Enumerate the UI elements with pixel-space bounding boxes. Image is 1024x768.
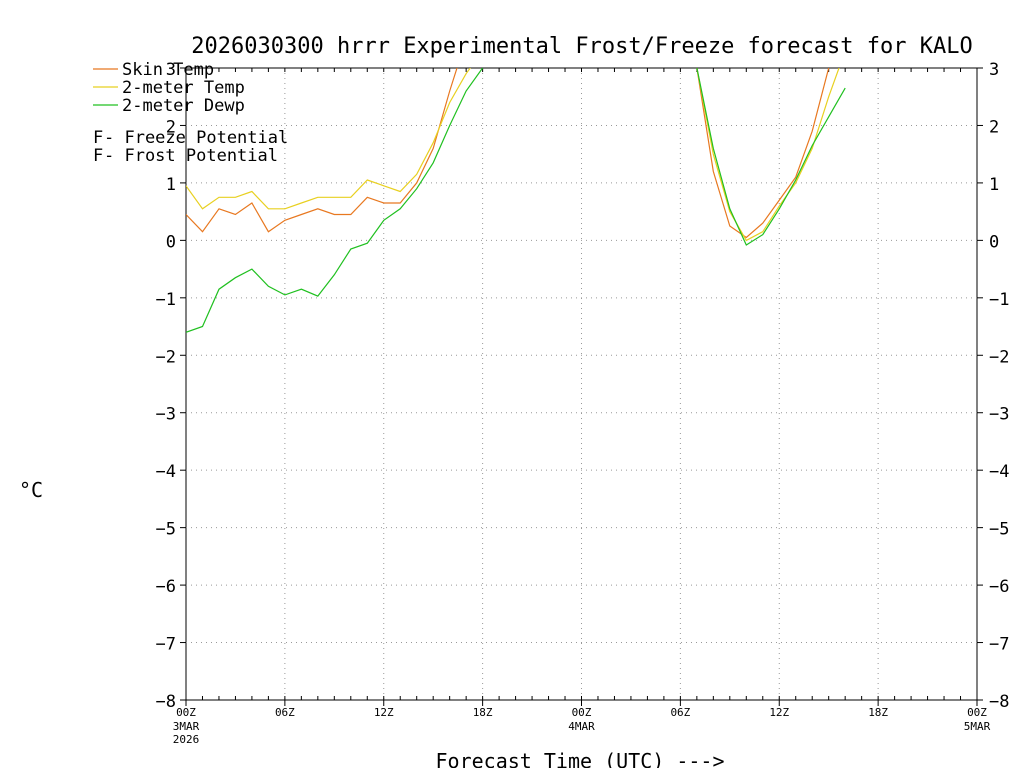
grid-lines — [186, 68, 977, 700]
x-tick-label: 00Z — [572, 706, 592, 719]
series-line-2-meter-temp — [186, 68, 471, 210]
y-tick-label: −3 — [989, 405, 1009, 425]
series-line-2-meter-temp — [696, 68, 840, 242]
y-tick-label: −2 — [989, 347, 1009, 367]
x-tick-label: 06Z — [275, 706, 295, 719]
legend-label: 2-meter Temp — [122, 78, 245, 98]
x-tick-sublabel: 5MAR — [964, 720, 991, 733]
legend-annotation: - Freeze Potential — [104, 128, 288, 148]
x-axis-label: Forecast Time (UTC) ---> — [436, 749, 725, 768]
y-tick-label: −7 — [989, 635, 1009, 655]
y-tick-label: 1 — [166, 175, 176, 195]
y-tick-label: 0 — [166, 232, 176, 252]
y-axis-right: 3 2 1 0 −1 −2 −3 −4 −5 −6 −7 −8 — [977, 60, 1009, 712]
legend-letter: F — [93, 128, 103, 148]
series-line-skin-temp — [696, 68, 830, 239]
y-tick-label: −3 — [156, 405, 176, 425]
legend-label: 2-meter Dewp — [122, 96, 245, 116]
y-tick-label: −2 — [156, 347, 176, 367]
y-tick-label: 2 — [166, 117, 176, 137]
x-tick-label: 00Z — [176, 706, 196, 719]
y-tick-label: −6 — [156, 577, 176, 597]
x-tick-label: 12Z — [374, 706, 394, 719]
y-tick-label: −4 — [156, 462, 176, 482]
y-tick-label: 2 — [989, 117, 999, 137]
series-lines — [186, 68, 846, 333]
y-tick-label: −8 — [156, 692, 176, 712]
x-tick-label: 18Z — [868, 706, 888, 719]
y-tick-label: −1 — [156, 290, 176, 310]
legend-letter: F — [93, 146, 103, 166]
y-tick-label: 0 — [989, 232, 999, 252]
series-line-skin-temp — [186, 68, 458, 233]
x-tick-sublabel: 3MAR — [173, 720, 200, 733]
series-line-2-meter-dewp — [696, 68, 846, 246]
y-tick-label: −8 — [989, 692, 1009, 712]
y-axis-left: 3 2 1 0 −1 −2 −3 −4 −5 −6 −7 −8 — [156, 60, 186, 712]
y-axis-label: °C — [19, 478, 43, 502]
y-tick-label: −4 — [989, 462, 1009, 482]
series-line-2-meter-dewp — [186, 68, 484, 333]
y-tick-label: 3 — [989, 60, 999, 80]
x-tick-label: 12Z — [769, 706, 789, 719]
y-tick-label: −7 — [156, 635, 176, 655]
x-tick-label: 18Z — [473, 706, 493, 719]
y-tick-label: −1 — [989, 290, 1009, 310]
y-tick-label: −5 — [989, 520, 1009, 540]
x-tick-label: 06Z — [670, 706, 690, 719]
y-tick-label: −5 — [156, 520, 176, 540]
y-tick-label: 1 — [989, 175, 999, 195]
chart-title: 2026030300 hrrr Experimental Frost/Freez… — [191, 34, 972, 59]
y-tick-label: 3 — [166, 60, 176, 80]
legend-annotation: - Frost Potential — [104, 146, 278, 166]
legend-label: Skin Temp — [122, 60, 214, 80]
x-tick-sublabel: 4MAR — [568, 720, 595, 733]
x-tick-sublabel: 2026 — [173, 733, 200, 746]
y-tick-label: −6 — [989, 577, 1009, 597]
x-tick-label: 00Z — [967, 706, 987, 719]
